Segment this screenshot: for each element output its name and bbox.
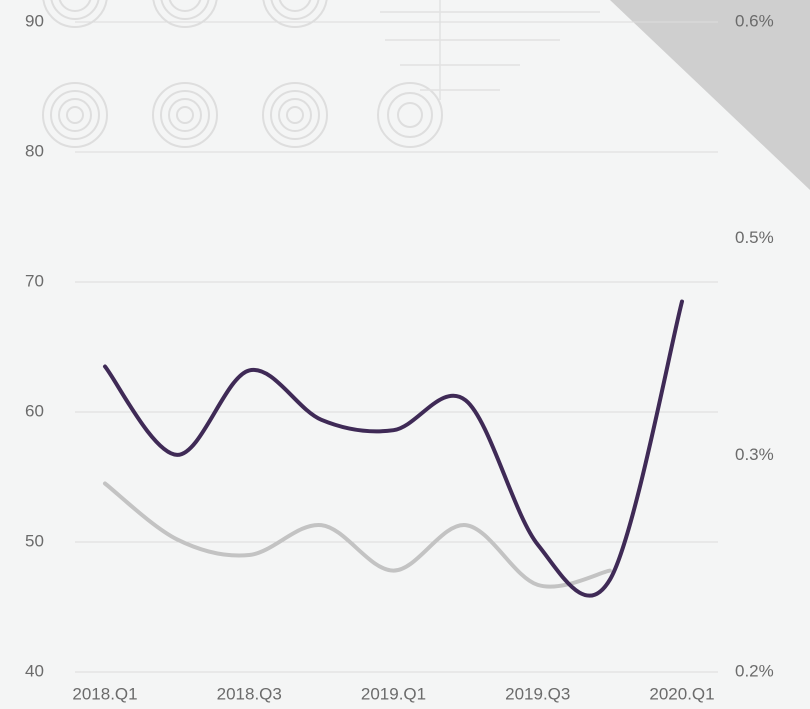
y-tick-label: 70 — [25, 271, 44, 290]
x-tick-label: 2018.Q3 — [217, 684, 282, 703]
y-tick-label: 80 — [25, 141, 44, 160]
y2-tick-label: 0.2% — [735, 661, 774, 680]
y-tick-label: 60 — [25, 401, 44, 420]
y-tick-label: 40 — [25, 661, 44, 680]
decoration — [42, 0, 600, 148]
y2-tick-label: 0.6% — [735, 11, 774, 30]
series-line — [103, 299, 684, 598]
corner-decoration — [610, 0, 810, 190]
y2-tick-label: 0.3% — [735, 445, 774, 464]
x-tick-label: 2019.Q3 — [505, 684, 570, 703]
series-line — [103, 481, 612, 589]
y-tick-label: 50 — [25, 531, 44, 550]
y-tick-label: 90 — [25, 11, 44, 30]
x-tick-label: 2020.Q1 — [649, 684, 714, 703]
x-tick-label: 2018.Q1 — [72, 684, 137, 703]
y2-tick-label: 0.5% — [735, 228, 774, 247]
x-tick-label: 2019.Q1 — [361, 684, 426, 703]
